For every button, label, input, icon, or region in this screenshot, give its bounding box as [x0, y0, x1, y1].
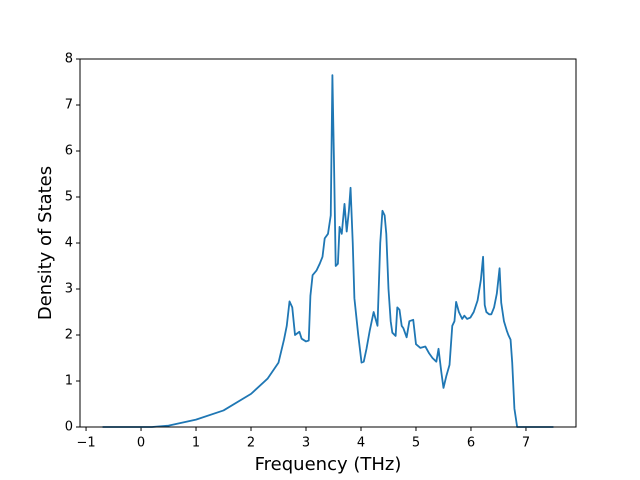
x-tick-label: 5	[412, 436, 420, 451]
x-tick-label: 2	[247, 436, 255, 451]
y-tick-label: 7	[65, 98, 73, 113]
data-line	[102, 74, 554, 428]
y-tick-label: 0	[65, 420, 73, 435]
y-tick-label: 4	[65, 236, 73, 251]
y-tick-label: 8	[65, 52, 73, 67]
x-tick-label: 7	[522, 436, 530, 451]
x-tick-label: 3	[302, 436, 310, 451]
y-axis-label: Density of States	[35, 166, 56, 320]
y-tick-label: 3	[65, 282, 73, 297]
x-tick-label: 4	[357, 436, 365, 451]
y-tick-label: 2	[65, 328, 73, 343]
y-tick-label: 6	[65, 144, 73, 159]
x-tick-label: 1	[192, 436, 200, 451]
x-axis-label: Frequency (THz)	[255, 454, 402, 475]
y-tick-label: 1	[65, 374, 73, 389]
y-tick-label: 5	[65, 190, 73, 205]
x-tick-label: 6	[467, 436, 475, 451]
plot-frame	[79, 58, 577, 428]
x-tick-label: 0	[137, 436, 145, 451]
x-tick-label: −1	[76, 436, 95, 451]
